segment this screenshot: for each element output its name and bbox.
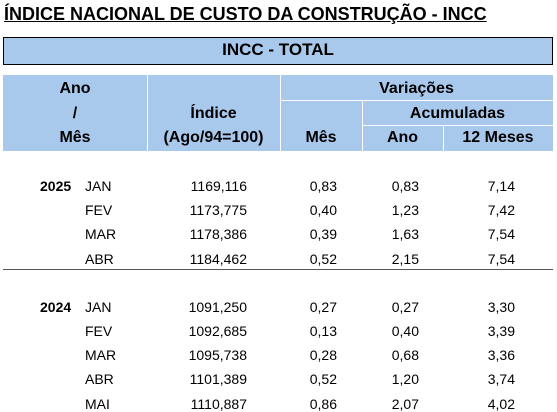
- header-cell: Ano: [59, 80, 91, 97]
- month: FEV: [85, 323, 113, 339]
- header-cell: Mês: [59, 129, 91, 146]
- cell-value: 0,86: [309, 395, 337, 412]
- title: ÍNDICE NACIONAL DE CUSTO DA CONSTRUÇÃO -…: [4, 4, 487, 24]
- cell-value: 1110,887: [190, 395, 247, 412]
- cell-value: 0,28: [309, 347, 337, 364]
- header-cell: Variações: [379, 80, 454, 97]
- cell-value: 2,15: [391, 250, 419, 267]
- cell-value: 7,42: [487, 202, 515, 219]
- divider: [280, 100, 553, 101]
- cell-value: 7,14: [487, 178, 515, 194]
- cell-value: 0,13: [309, 323, 337, 339]
- header-cell: (Ago/94=100): [163, 129, 264, 146]
- year: 2025: [40, 178, 72, 194]
- month: JAN: [85, 178, 112, 194]
- cell-value: 0,83: [309, 178, 337, 194]
- subtitle-bar: [3, 37, 553, 65]
- cell-value: 0,27: [391, 298, 419, 315]
- cell-value: 3,39: [487, 323, 515, 339]
- cell-value: 3,30: [487, 298, 515, 315]
- cell-value: 0,39: [309, 226, 337, 243]
- divider: [147, 75, 148, 151]
- month: MAR: [85, 347, 117, 364]
- cell-value: 0,52: [309, 371, 337, 388]
- header-cell: /: [72, 105, 78, 122]
- cell-value: 0,52: [309, 250, 337, 267]
- month: MAR: [85, 226, 117, 243]
- month: ABR: [85, 250, 114, 267]
- cell-value: 1,63: [391, 226, 419, 243]
- cell-value: 1184,462: [189, 250, 247, 267]
- header-cell: 12 Meses: [462, 129, 534, 146]
- cell-value: 0,68: [391, 347, 419, 364]
- cell-value: 0,83: [391, 178, 419, 194]
- year: 2024: [40, 298, 72, 315]
- cell-value: 1,23: [391, 202, 419, 219]
- month: FEV: [85, 202, 113, 219]
- cell-value: 1092,685: [188, 323, 247, 339]
- separator: [3, 268, 553, 270]
- header-bg: [3, 75, 553, 151]
- header-cell: Ano: [386, 129, 419, 146]
- month: JAN: [85, 298, 112, 315]
- header-cell: Índice: [190, 105, 237, 122]
- cell-value: 1169,116: [190, 178, 247, 194]
- month: MAI: [85, 395, 110, 412]
- divider: [443, 125, 444, 151]
- divider: [362, 125, 553, 126]
- cell-value: 1091,250: [188, 298, 247, 315]
- cell-value: 3,36: [487, 347, 515, 364]
- cell-value: 1173,775: [189, 202, 247, 219]
- cell-value: 0,40: [309, 202, 337, 219]
- month: ABR: [85, 371, 114, 388]
- cell-value: 0,40: [391, 323, 419, 339]
- cell-value: 7,54: [487, 226, 515, 243]
- cell-value: 7,54: [487, 250, 515, 267]
- cell-value: 3,74: [487, 371, 515, 388]
- cell-value: 1101,389: [189, 371, 247, 388]
- divider: [280, 75, 281, 151]
- cell-value: 1,20: [391, 371, 419, 388]
- header-cell: Mês: [305, 129, 337, 146]
- cell-value: 4,02: [487, 395, 515, 412]
- subtitle: INCC - TOTAL: [222, 40, 334, 59]
- header-cell: Acumuladas: [409, 105, 506, 122]
- cell-value: 0,27: [309, 298, 337, 315]
- cell-value: 1178,386: [189, 226, 247, 243]
- cell-value: 1095,738: [188, 347, 247, 364]
- cell-value: 2,07: [391, 395, 419, 412]
